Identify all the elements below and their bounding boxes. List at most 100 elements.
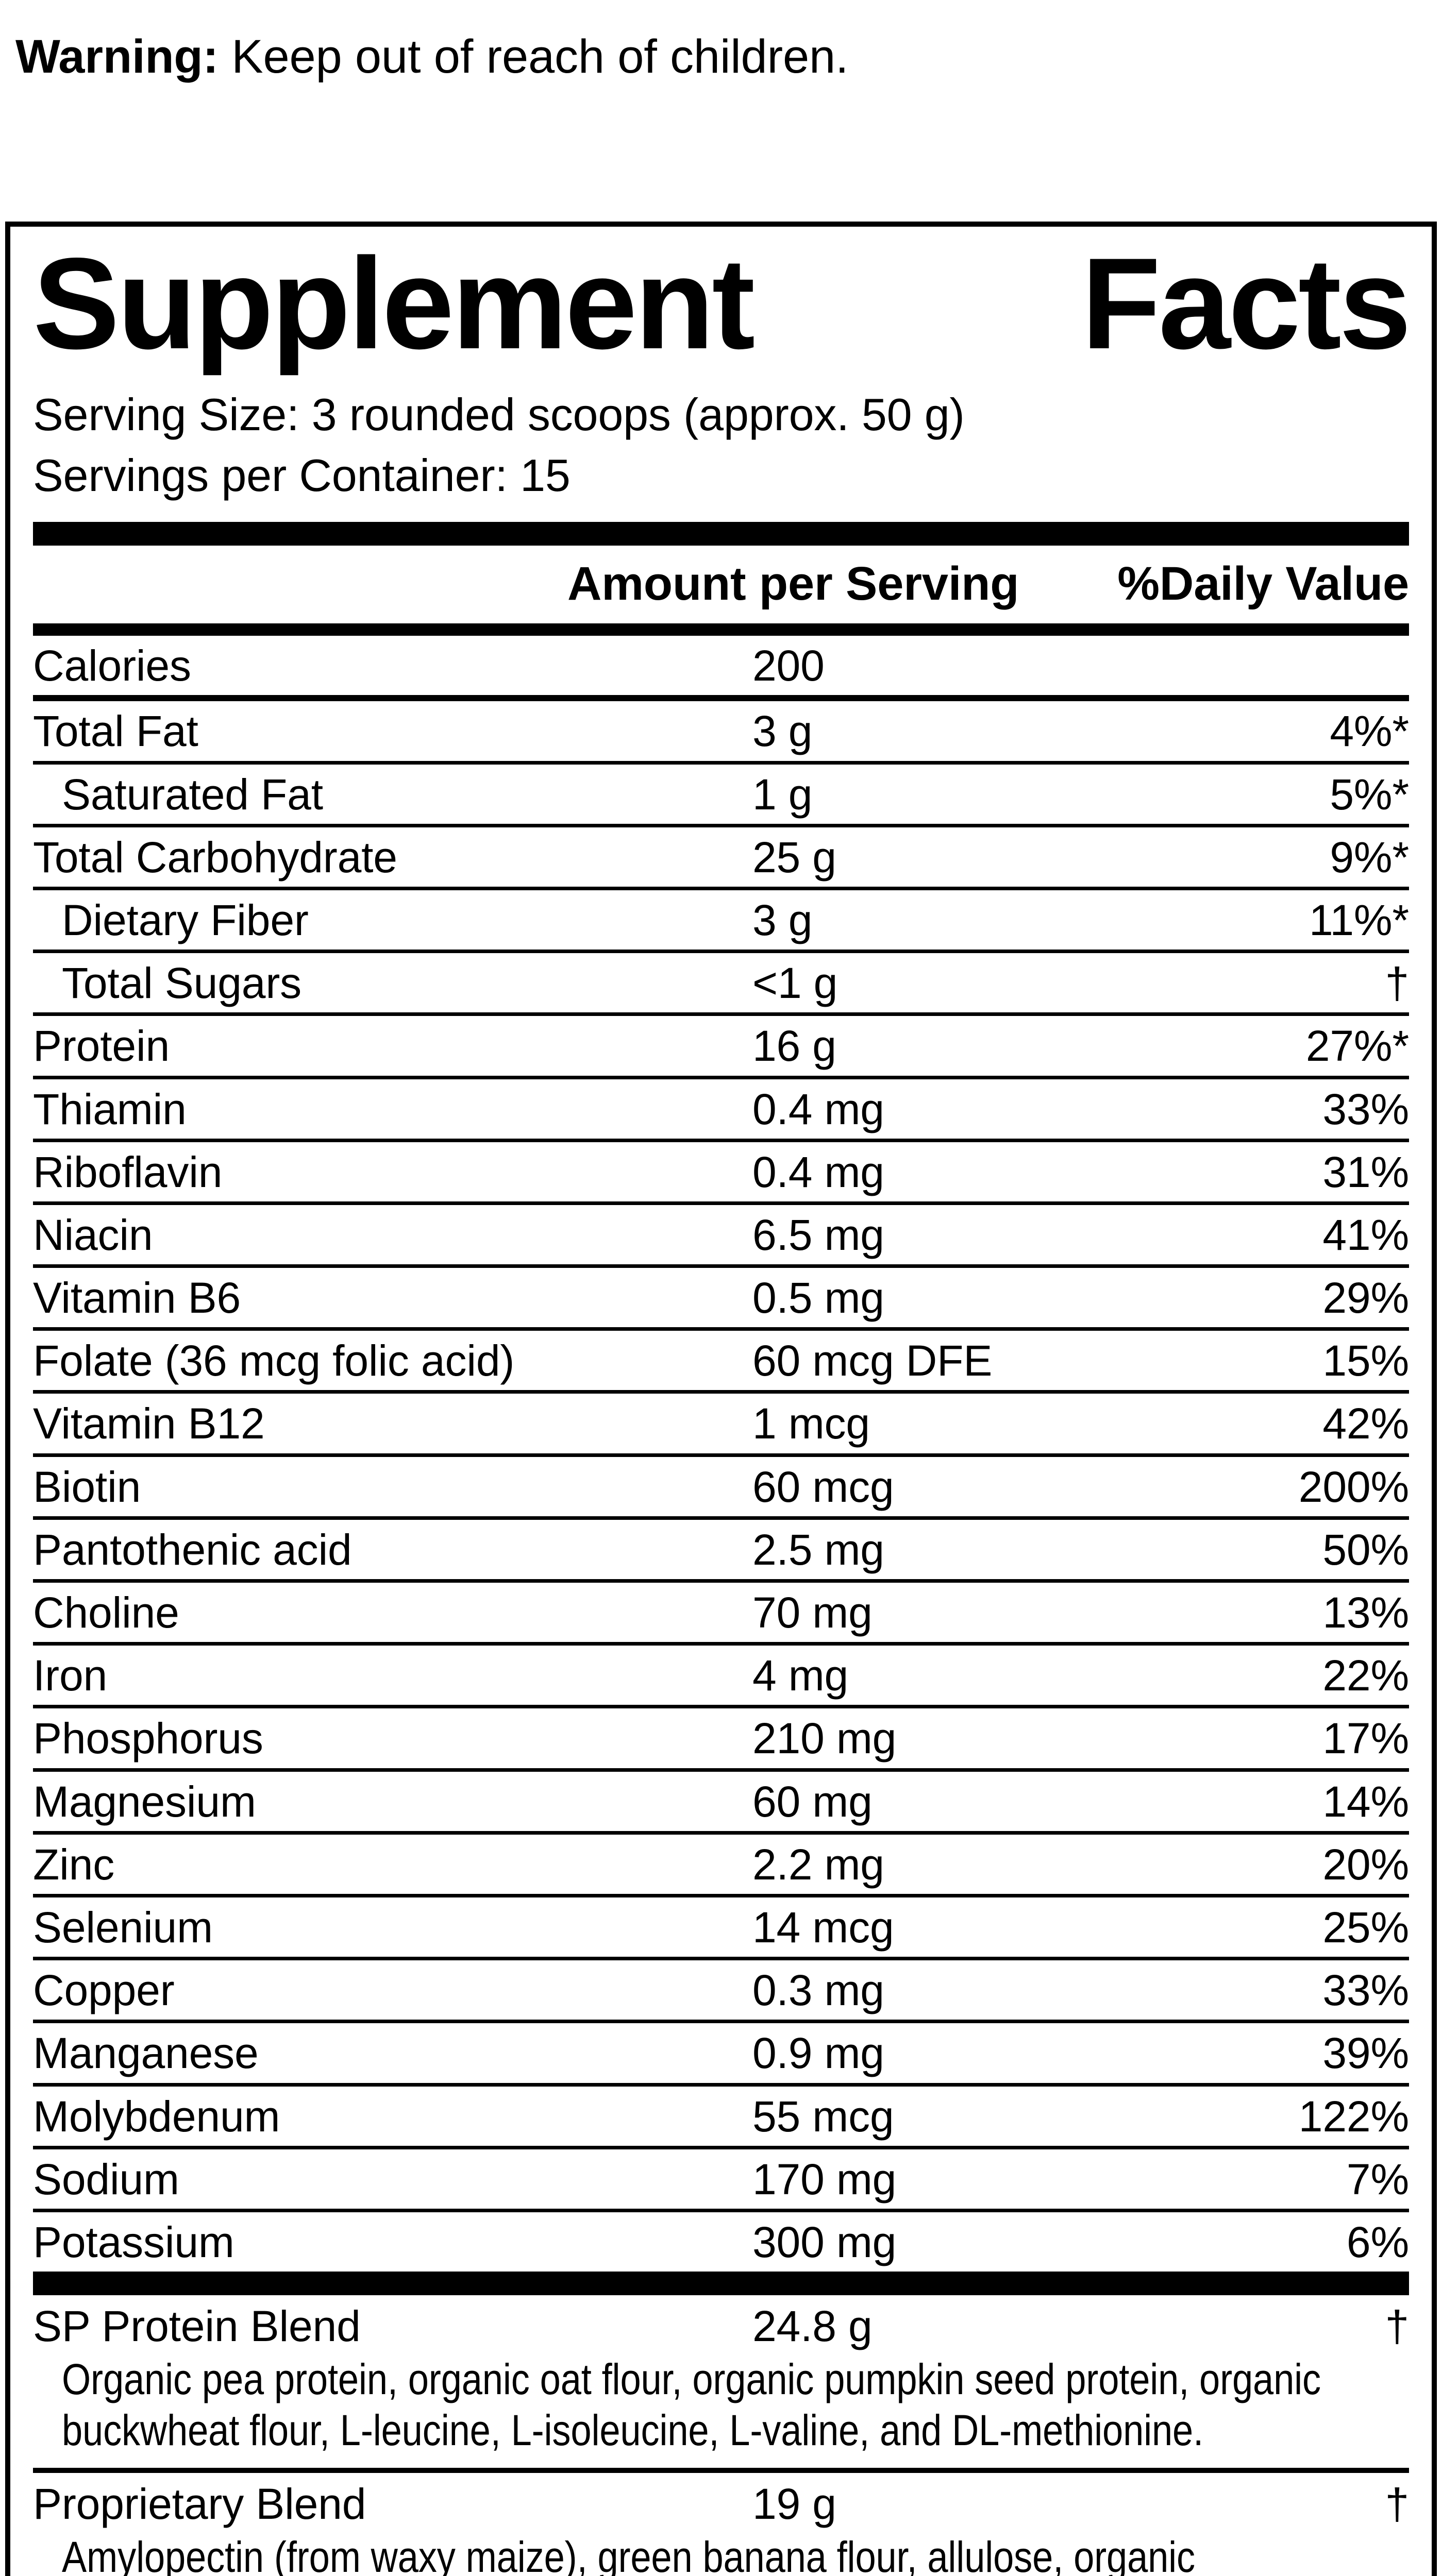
nutrient-daily-value: 39%: [1322, 2029, 1409, 2078]
nutrient-daily-value: 20%: [1322, 1840, 1409, 1889]
nutrient-amount: 210 mg: [752, 1714, 897, 1763]
nutrient-daily-value: 27%*: [1305, 1022, 1409, 1071]
nutrient-amount: 1 mcg: [752, 1399, 870, 1448]
nutrient-amount: 0.9 mg: [752, 2029, 884, 2078]
nutrient-amount: 3 g: [752, 895, 813, 944]
nutrient-amount: 0.5 mg: [752, 1274, 884, 1323]
nutrient-daily-value: 4%*: [1330, 707, 1409, 756]
nutrient-amount: 3 g: [752, 707, 813, 756]
nutrient-name: Copper: [33, 1966, 175, 2015]
nutrient-name: Choline: [33, 1588, 179, 1637]
nutrient-name: Niacin: [33, 1210, 153, 1259]
nutrient-daily-value: 6%: [1346, 2217, 1409, 2266]
table-row: Total Fat 3 g 4%*: [33, 701, 1409, 765]
nutrient-daily-value: 13%: [1322, 1588, 1409, 1637]
blend-sections: SP Protein Blend 24.8 g † Organic pea prote…: [33, 2295, 1409, 2576]
nutrient-name: Magnesium: [33, 1777, 256, 1826]
nutrient-amount: 1 g: [752, 770, 813, 819]
nutrient-amount: 6.5 mg: [752, 1210, 884, 1259]
amount-per-serving-header: Amount per Serving: [567, 557, 1019, 611]
nutrient-name: Saturated Fat: [62, 770, 323, 819]
nutrient-name: Phosphorus: [33, 1714, 263, 1763]
nutrient-amount: 4 mg: [752, 1651, 849, 1700]
nutrient-name: Manganese: [33, 2029, 259, 2078]
blend-section: Proprietary Blend 19 g † Amylopectin (from …: [33, 2467, 1409, 2576]
column-headers: Amount per Serving %Daily Value: [33, 546, 1409, 636]
nutrient-daily-value: 5%*: [1330, 770, 1409, 819]
nutrient-daily-value: 33%: [1322, 1084, 1409, 1133]
table-row: Calories 200: [33, 636, 1409, 702]
nutrient-amount: 60 mcg DFE: [752, 1336, 993, 1385]
supplement-facts-panel: Supplement Facts Serving Size: 3 rounded…: [5, 221, 1437, 2576]
nutrient-daily-value: 31%: [1322, 1147, 1409, 1196]
nutrient-name: Sodium: [33, 2155, 179, 2204]
table-row: Dietary Fiber 3 g 11%*: [33, 890, 1409, 954]
nutrient-amount: 60 mcg: [752, 1462, 894, 1511]
nutrient-amount: 2.5 mg: [752, 1525, 884, 1574]
nutrient-daily-value: 50%: [1322, 1525, 1409, 1574]
nutrient-daily-value: 41%: [1322, 1210, 1409, 1259]
table-row: Pantothenic acid 2.5 mg 50%: [33, 1520, 1409, 1583]
nutrient-amount: 170 mg: [752, 2155, 897, 2204]
nutrient-name: Vitamin B12: [33, 1399, 265, 1448]
table-row: Sodium 170 mg 7%: [33, 2149, 1409, 2212]
blend-section: SP Protein Blend 24.8 g † Organic pea prote…: [33, 2295, 1409, 2467]
nutrient-daily-value: †: [1385, 959, 1409, 1008]
blend-daily-value: †: [1385, 2479, 1409, 2528]
serving-size: Serving Size: 3 rounded scoops (approx. …: [33, 388, 965, 440]
nutrient-amount: <1 g: [752, 959, 838, 1008]
nutrient-amount: 0.4 mg: [752, 1084, 884, 1133]
table-row: Saturated Fat 1 g 5%*: [33, 765, 1409, 827]
nutrient-daily-value: 9%*: [1330, 833, 1409, 882]
title-word-supplement: Supplement: [33, 231, 755, 376]
nutrient-daily-value: 42%: [1322, 1399, 1409, 1448]
nutrient-amount: 14 mcg: [752, 1903, 894, 1952]
table-row: Zinc 2.2 mg 20%: [33, 1835, 1409, 1897]
blend-row: Proprietary Blend 19 g †: [33, 2473, 1409, 2531]
divider-bar-header: [33, 522, 1409, 546]
nutrient-daily-value: 7%: [1346, 2155, 1409, 2204]
nutrient-daily-value: 14%: [1322, 1777, 1409, 1826]
table-row: Riboflavin 0.4 mg 31%: [33, 1142, 1409, 1205]
nutrient-amount: 0.3 mg: [752, 1966, 884, 2015]
table-row: Total Carbohydrate 25 g 9%*: [33, 827, 1409, 890]
warning-body: Keep out of reach of children.: [218, 30, 849, 83]
nutrient-name: Total Fat: [33, 707, 198, 756]
nutrient-daily-value: 29%: [1322, 1274, 1409, 1323]
nutrient-name: Dietary Fiber: [62, 895, 309, 944]
nutrient-amount: 2.2 mg: [752, 1840, 884, 1889]
nutrient-amount: 70 mg: [752, 1588, 873, 1637]
warning-label: Warning:: [15, 30, 219, 83]
nutrient-name: Total Carbohydrate: [33, 833, 397, 882]
blend-name: Proprietary Blend: [33, 2479, 366, 2528]
nutrient-amount: 300 mg: [752, 2217, 897, 2266]
blend-name: SP Protein Blend: [33, 2302, 361, 2351]
nutrient-daily-value: 122%: [1298, 2092, 1409, 2141]
nutrient-daily-value: 22%: [1322, 1651, 1409, 1700]
table-row: Molybdenum 55 mcg 122%: [33, 2087, 1409, 2149]
title-word-facts: Facts: [1081, 231, 1411, 376]
servings-per-container: Servings per Container: 15: [33, 450, 571, 501]
nutrient-daily-value: 17%: [1322, 1714, 1409, 1763]
table-row: Thiamin 0.4 mg 33%: [33, 1079, 1409, 1142]
table-row: Selenium 14 mcg 25%: [33, 1897, 1409, 1961]
nutrient-name: Biotin: [33, 1462, 141, 1511]
blend-description: Organic pea protein, organic oat flour, …: [33, 2353, 1409, 2467]
table-row: Biotin 60 mcg 200%: [33, 1457, 1409, 1520]
table-row: Vitamin B12 1 mcg 42%: [33, 1394, 1409, 1457]
nutrient-name: Total Sugars: [62, 959, 302, 1008]
nutrient-amount: 200: [752, 641, 825, 690]
nutrient-daily-value: 200%: [1298, 1462, 1409, 1511]
table-row: Vitamin B6 0.5 mg 29%: [33, 1268, 1409, 1331]
nutrient-name: Thiamin: [33, 1084, 187, 1133]
blend-amount: 19 g: [752, 2479, 836, 2528]
nutrient-name: Selenium: [33, 1903, 213, 1952]
nutrient-amount: 16 g: [752, 1022, 836, 1071]
nutrient-rows: Calories 200 Total Fat 3 g 4%* Saturated Fat 1…: [33, 636, 1409, 2272]
table-row: Choline 70 mg 13%: [33, 1583, 1409, 1646]
blend-row: SP Protein Blend 24.8 g †: [33, 2295, 1409, 2353]
nutrient-name: Molybdenum: [33, 2092, 280, 2141]
nutrient-daily-value: 11%*: [1309, 895, 1409, 944]
table-row: Iron 4 mg 22%: [33, 1646, 1409, 1709]
